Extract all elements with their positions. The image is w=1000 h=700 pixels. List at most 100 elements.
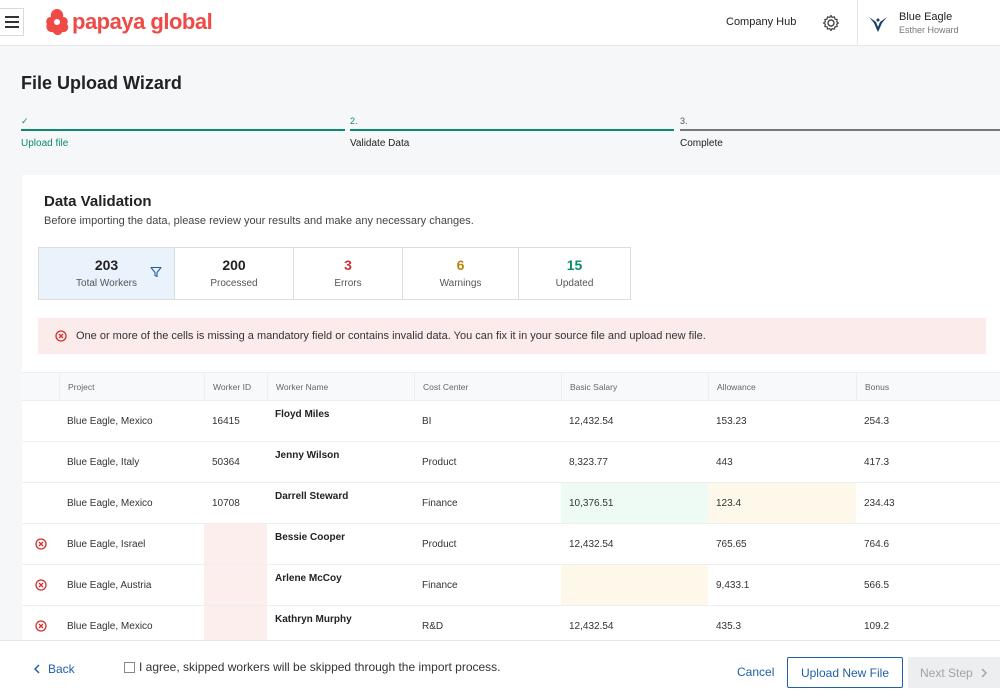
cell-bonus[interactable]: 254.3 [864,415,890,427]
stat-updated[interactable]: 15 Updated [519,248,630,299]
chevron-left-icon [34,664,40,674]
user-name: Esther Howard [899,25,959,35]
logo[interactable]: papaya global [44,6,213,38]
user-company[interactable]: Blue Eagle [899,11,953,23]
cell-bonus[interactable]: 764.6 [864,538,890,550]
cell-bonus[interactable]: 234.43 [864,497,895,509]
cell-allowance-warning[interactable]: 123.4 [708,483,856,523]
step-bar [680,129,1000,131]
cell-allowance[interactable]: 443 [716,456,733,468]
cell-worker-id[interactable]: 50364 [212,456,240,468]
cell-allowance[interactable]: 9,433.1 [716,579,750,591]
stat-value: 15 [566,257,583,273]
stat-label: Processed [210,278,258,289]
table-row[interactable]: Blue Eagle, Mexico 10708 Darrell Steward… [22,483,1000,524]
stat-value: 203 [94,257,119,273]
cell-basic-salary[interactable]: 12,432.54 [569,620,614,632]
filter-icon[interactable] [150,266,162,278]
cell-worker-name[interactable]: Bessie Cooper [275,532,346,543]
cell-worker-id[interactable]: 16415 [212,415,240,427]
cell-bonus[interactable]: 566.5 [864,579,890,591]
table-row[interactable]: Blue Eagle, Italy 50364 Jenny Wilson Pro… [22,442,1000,483]
chevron-right-icon [981,667,987,678]
stat-errors[interactable]: 3 Errors [294,248,403,299]
cell-basic-salary[interactable]: 12,432.54 [569,538,614,550]
cell-cost-center[interactable]: R&D [422,620,444,632]
agree-checkbox[interactable] [124,661,135,673]
cell-allowance[interactable]: 435.3 [716,620,742,632]
step-validate-data[interactable]: 2. Validate Data [350,114,674,149]
step-label: Upload file [21,138,69,149]
cancel-button[interactable]: Cancel [737,665,775,679]
table-header: Project Worker ID Worker Name Cost Cente… [22,372,1000,401]
cell-basic-salary[interactable]: 8,323.77 [569,456,608,468]
stat-total-workers[interactable]: 203 Total Workers [39,248,175,299]
table-row[interactable]: Blue Eagle, Austria Arlene McCoy Finance… [22,565,1000,606]
cell-cost-center[interactable]: Product [422,538,457,550]
upload-new-file-button[interactable]: Upload New File [787,657,903,688]
header-divider [857,0,858,46]
step-label: Validate Data [350,138,410,149]
stat-label: Total Workers [76,278,137,289]
cell-worker-name[interactable]: Arlene McCoy [275,573,342,584]
cell-worker-name[interactable]: Kathryn Murphy [275,614,352,625]
cell-worker-id[interactable]: 10708 [212,497,240,509]
cell-worker-id-error[interactable] [204,524,267,564]
gear-icon[interactable] [822,14,840,32]
cell-worker-name[interactable]: Darrell Steward [275,491,349,502]
cell-bonus[interactable]: 417.3 [864,456,890,468]
cell-worker-id-error[interactable] [204,606,267,646]
table-row[interactable]: Blue Eagle, Mexico 16415 Floyd Miles BI … [22,401,1000,442]
row-status [22,442,59,482]
agree-label: I agree, skipped workers will be skipped… [139,660,501,674]
header-project[interactable]: Project [59,373,204,400]
row-status [22,524,59,564]
cell-project[interactable]: Blue Eagle, Mexico [67,620,153,632]
stat-processed[interactable]: 200 Processed [175,248,294,299]
section-title: Data Validation [44,193,152,210]
header-cost-center[interactable]: Cost Center [414,373,561,400]
header-status [22,373,59,400]
menu-icon[interactable] [0,8,24,36]
row-status [22,565,59,605]
step-number: 2. [350,116,358,126]
top-bar: papaya global Company Hub Blue Eagle Est… [0,0,1000,46]
cell-cost-center[interactable]: Finance [422,579,458,591]
step-upload-file[interactable]: ✓ Upload file [21,114,345,149]
header-allowance[interactable]: Allowance [708,373,856,400]
cell-cost-center[interactable]: BI [422,415,432,427]
eagle-logo-icon[interactable] [868,13,888,33]
table-row[interactable]: Blue Eagle, Israel Bessie Cooper Product… [22,524,1000,565]
cell-bonus[interactable]: 109.2 [864,620,890,632]
cell-project[interactable]: Blue Eagle, Israel [67,538,146,550]
cell-project[interactable]: Blue Eagle, Italy [67,456,140,468]
cell-worker-name[interactable]: Jenny Wilson [275,450,340,461]
cell-project[interactable]: Blue Eagle, Mexico [67,415,153,427]
cell-basic-salary[interactable]: 12,432.54 [569,415,614,427]
cell-allowance[interactable]: 153.23 [716,415,747,427]
header-basic-salary[interactable]: Basic Salary [561,373,708,400]
cell-project[interactable]: Blue Eagle, Austria [67,579,152,591]
company-hub-link[interactable]: Company Hub [726,16,797,28]
agree-checkbox-row[interactable]: I agree, skipped workers will be skipped… [124,660,501,674]
cell-allowance[interactable]: 765.65 [716,538,747,550]
cell-worker-name[interactable]: Floyd Miles [275,409,330,420]
stat-warnings[interactable]: 6 Warnings [403,248,519,299]
header-worker-id[interactable]: Worker ID [204,373,267,400]
header-bonus[interactable]: Bonus [856,373,1000,400]
cell-worker-id-error[interactable] [204,565,267,605]
data-validation-card: Data Validation Before importing the dat… [22,175,1000,700]
cell-basic-salary-warning[interactable] [561,565,708,605]
next-step-button[interactable]: Next Step [908,657,1000,688]
cell-project[interactable]: Blue Eagle, Mexico [67,497,153,509]
cell-basic-salary-updated[interactable]: 10,376.51 [561,483,708,523]
header-worker-name[interactable]: Worker Name [267,373,414,400]
cell-cost-center[interactable]: Finance [422,497,458,509]
step-bar [21,129,345,131]
back-button[interactable]: Back [34,662,75,676]
cell-cost-center[interactable]: Product [422,456,457,468]
check-icon: ✓ [21,116,29,126]
stats-bar: 203 Total Workers 200 Processed 3 Errors… [38,247,631,300]
row-status [22,606,59,646]
error-icon [55,330,67,342]
